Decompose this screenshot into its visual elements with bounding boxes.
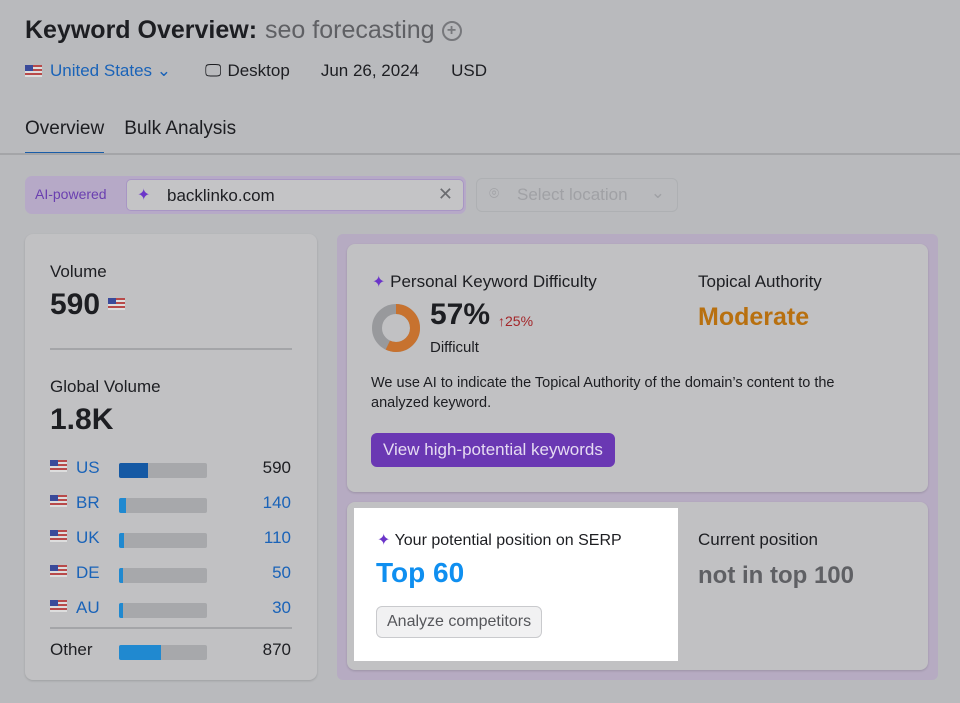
potential-position: Top 60 [376, 557, 465, 588]
tab-bulk-analysis[interactable]: Bulk Analysis [124, 118, 237, 139]
pkd-level: Difficult [430, 339, 479, 356]
view-keywords-button[interactable]: View high-potential keywords [371, 433, 615, 467]
global-volume-value: 1.8K [50, 403, 114, 436]
volume-bar [119, 645, 207, 660]
country-volume: 590 [262, 458, 291, 477]
volume-bar [119, 498, 207, 513]
analyze-competitors-button[interactable]: Analyze competitors [376, 606, 543, 638]
tabs-divider [0, 153, 960, 155]
volume-bar [119, 568, 207, 583]
country-row-de: DE 50 [50, 563, 291, 583]
volume-bar-fill [119, 498, 127, 513]
device: Desktop [227, 61, 290, 80]
country-row-other: Other 870 [50, 640, 291, 660]
country-link[interactable]: AU [76, 598, 100, 617]
authority-value: Moderate [698, 303, 810, 331]
difficulty-arc [372, 304, 420, 352]
tabs: Overview Bulk Analysis [25, 118, 236, 155]
domain-input[interactable]: ✦ backlinko.com ✕ [126, 179, 464, 211]
country-row-br: BR 140 [50, 493, 291, 513]
country-volume[interactable]: 140 [262, 493, 291, 512]
tab-overview[interactable]: Overview [25, 118, 105, 155]
chevron-down-icon: ⌄ [156, 61, 172, 80]
volume-bar [119, 603, 207, 618]
country-row-us: US 590 [50, 458, 291, 478]
au-flag-icon [50, 600, 67, 612]
volume-bar-fill [119, 533, 125, 548]
current-position-label: Current position [698, 530, 819, 549]
authority-title: Topical Authority [698, 272, 822, 291]
pkd-change: ↑25% [498, 313, 534, 329]
volume-bar [119, 533, 207, 548]
global-volume-label: Global Volume [50, 377, 161, 396]
volume-bar [119, 463, 207, 478]
divider [50, 348, 292, 350]
us-flag-icon [50, 460, 67, 472]
difficulty-donut [372, 304, 420, 352]
ai-powered-label: AI-powered [35, 186, 107, 202]
page-title: Keyword Overview: seo forecasting + [25, 16, 462, 45]
current-position-value: not in top 100 [698, 562, 854, 589]
clear-icon[interactable]: ✕ [437, 184, 453, 204]
country-link[interactable]: DE [76, 563, 100, 582]
volume-bar-fill [119, 463, 149, 478]
us-flag-icon [108, 298, 126, 310]
country-link[interactable]: BR [76, 493, 100, 512]
de-flag-icon [50, 565, 67, 577]
volume-label: Volume [50, 262, 107, 281]
serp-title: ✦ Your potential position on SERP [377, 532, 622, 549]
pkd-value: 57% [430, 298, 491, 331]
country-select[interactable]: United States ⌄ [50, 61, 172, 80]
chevron-down-icon: ⌄ [650, 183, 665, 202]
uk-flag-icon [50, 530, 67, 542]
country-volume[interactable]: 50 [272, 563, 291, 582]
sparkle-icon: ✦ [377, 532, 391, 549]
monitor-icon: 🖵 [205, 61, 222, 80]
country-volume[interactable]: 30 [272, 598, 291, 617]
authority-description: We use AI to indicate the Topical Author… [371, 375, 835, 411]
meta-bar: United States ⌄ 🖵 Desktop Jun 26, 2024 U… [25, 61, 487, 81]
add-icon[interactable]: + [441, 21, 462, 41]
country-row-uk: UK 110 [50, 528, 291, 548]
volume-value: 590 [50, 288, 126, 322]
country-link[interactable]: US [76, 458, 100, 477]
volume-bar-fill [119, 645, 162, 660]
sparkle-icon: ✦ [372, 274, 386, 291]
divider [50, 627, 292, 629]
date: Jun 26, 2024 [320, 61, 420, 80]
country-link[interactable]: UK [76, 528, 100, 547]
pkd-title: ✦ Personal Keyword Difficulty [372, 272, 597, 291]
title-label: Keyword Overview: [25, 16, 258, 44]
country-volume[interactable]: 110 [263, 528, 291, 547]
volume-bar-fill [119, 603, 123, 618]
keyword: seo forecasting [265, 16, 435, 44]
sparkle-icon: ✦ [137, 187, 151, 204]
br-flag-icon [50, 495, 67, 507]
location-pin-icon: ⌾ [489, 184, 500, 203]
us-flag-icon [25, 65, 42, 77]
location-select[interactable]: ⌾ Select location ⌄ [476, 178, 678, 212]
volume-bar-fill [119, 568, 123, 583]
currency: USD [451, 61, 488, 80]
country-row-au: AU 30 [50, 598, 291, 618]
